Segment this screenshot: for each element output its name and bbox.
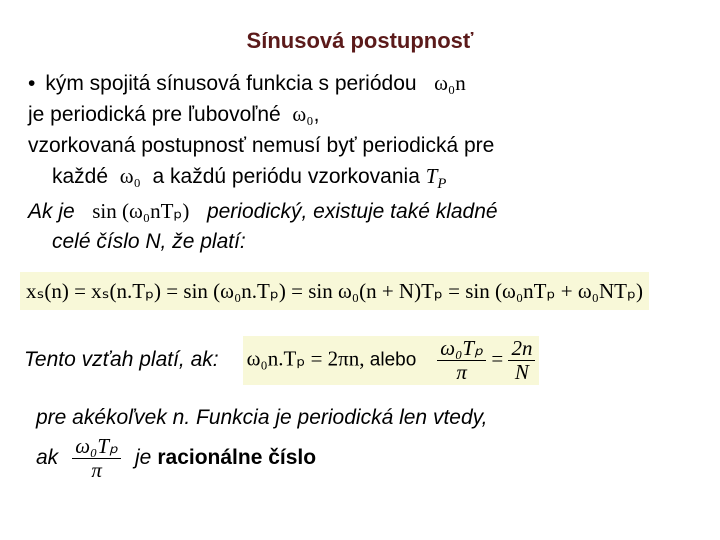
relation-word: alebo <box>370 349 417 370</box>
line5-text-b: periodický, existuje také kladné <box>207 200 498 223</box>
final-text2b: je <box>135 443 151 473</box>
line4: každé ω₀ a každú periódu vzorkovania TP <box>18 161 702 196</box>
line3: vzorkovaná postupnosť nemusí byť periodi… <box>18 131 702 161</box>
bullet-icon: • <box>28 69 35 99</box>
line2-text-b: , <box>314 103 320 126</box>
relation-frac2: 2n N <box>508 338 535 383</box>
relation-eq: ω₀n.Tₚ = 2πn, alebo ω₀Tₚ π = 2n N <box>243 336 540 385</box>
final-bold: racionálne číslo <box>157 443 316 473</box>
equation-full: xₛ(n) = xₛ(n.Tₚ) = sin (ω₀n.Tₚ) = sin ω₀… <box>20 272 649 310</box>
line5: Ak je sin (ω₀nTₚ) periodický, existuje t… <box>18 196 702 227</box>
line6: celé číslo N, že platí: <box>18 227 702 257</box>
relation-eq1: ω₀n.Tₚ = 2πn, <box>247 346 370 370</box>
line2-text-a: je periodická pre ľubovoľné <box>28 103 281 126</box>
final-line2: ak ω₀Tₚ π je racionálne číslo <box>36 436 702 481</box>
line2-math: ω₀ <box>292 102 313 126</box>
page-title: Sínusová postupnosť <box>18 28 702 54</box>
final-line1: pre akékoľvek n. Funkcia je periodická l… <box>36 403 702 433</box>
final-text2a: ak <box>36 443 58 473</box>
final-text1: pre akékoľvek n. Funkcia je periodická l… <box>36 403 487 433</box>
line5-math: sin (ω₀nTₚ) <box>92 199 189 223</box>
relation-frac1-den: π <box>437 361 486 383</box>
final-frac-num: ω₀Tₚ <box>72 436 121 459</box>
relation-frac1-num: ω₀Tₚ <box>437 338 486 361</box>
equation-block: xₛ(n) = xₛ(n.Tₚ) = sin (ω₀n.Tₚ) = sin ω₀… <box>18 258 702 328</box>
line4-text-b: a každú periódu vzorkovania <box>153 165 426 188</box>
relation-eq2-mid: = <box>491 346 508 370</box>
final-frac: ω₀Tₚ π <box>72 436 121 481</box>
relation-label: Tento vzťah platí, ak: <box>24 345 219 375</box>
relation-row: Tento vzťah platí, ak: ω₀n.Tₚ = 2πn, ale… <box>24 336 702 385</box>
line4-math1: ω₀ <box>120 164 141 188</box>
bullet-line-1: • kým spojitá sínusová funkcia s periódo… <box>18 68 702 99</box>
line1-text: kým spojitá sínusová funkcia s periódou <box>45 72 416 95</box>
relation-frac2-num: 2n <box>508 338 535 361</box>
line5-text-a: Ak je <box>28 200 75 223</box>
final-frac-den: π <box>72 459 121 481</box>
relation-frac2-den: N <box>508 361 535 383</box>
content-body: • kým spojitá sínusová funkcia s periódo… <box>18 68 702 481</box>
line2: je periodická pre ľubovoľné ω₀, <box>18 99 702 130</box>
line1-math: ω₀n <box>434 71 466 95</box>
relation-frac1: ω₀Tₚ π <box>437 338 486 383</box>
line4-text-a: každé <box>52 165 108 188</box>
final-block: pre akékoľvek n. Funkcia je periodická l… <box>18 403 702 480</box>
line4-math2: TP <box>426 164 447 188</box>
